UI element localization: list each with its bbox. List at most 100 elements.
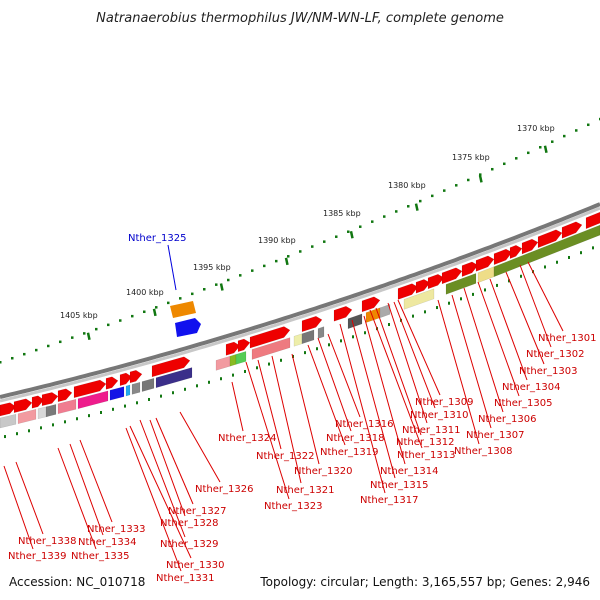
cds-block [251,337,291,360]
gene-arrow [415,279,431,294]
gene-label[interactable]: Nther_1304 [502,382,560,393]
backbone-line-inner [0,206,600,403]
gene-label[interactable]: Nther_1313 [397,450,455,461]
ruler-label: 1385 kbp [323,209,361,218]
gene-leader-line [327,333,361,418]
gene-label[interactable]: Nther_1339 [8,551,66,562]
ruler-dot [275,259,278,263]
inner-tick [268,362,270,366]
gene-label[interactable]: Nther_1303 [519,366,577,377]
gene-leader-line [519,264,552,348]
gene-label[interactable]: Nther_1328 [160,518,218,529]
inner-tick [232,373,234,377]
gene-label[interactable]: Nther_1311 [402,425,460,436]
cds-block [17,408,37,425]
inner-tick [148,397,150,401]
ruler-dot [371,220,374,223]
ruler-dot [503,162,506,166]
gene-leader-line [179,411,221,483]
gene-label[interactable]: Nther_1316 [335,419,393,430]
cds-block [45,404,57,418]
gene-label[interactable]: Nther_1335 [71,551,129,562]
backbone-line-outer [0,202,600,399]
inner-tick [40,426,42,430]
ruler-major-tick [543,145,548,153]
gene-label[interactable]: Nther_1330 [166,560,224,571]
gene-label[interactable]: Nther_1334 [78,537,136,548]
gene-arrow [537,229,563,249]
gene-label[interactable]: Nther_1309 [415,397,473,408]
gene-label[interactable]: Nther_1314 [380,466,438,477]
ruler-dot [491,167,494,171]
ruler-major-tick [152,308,157,317]
cds-block [229,354,237,367]
gene-label[interactable]: Nther_1327 [168,506,226,517]
gene-label[interactable]: Nther_1306 [478,414,536,425]
cds-block [109,386,125,401]
ruler-dot [131,314,134,318]
cds-block [57,398,77,415]
gene-leader-line [375,307,422,436]
gene-label[interactable]: Nther_1325 [128,233,186,244]
inner-tick [436,306,438,310]
ruler-major-tick [219,283,224,291]
ruler-major-tick [478,175,483,183]
cds-block [77,390,109,410]
gene-label[interactable]: Nther_1315 [370,480,428,491]
gene-arrow [475,255,495,272]
gene-label[interactable]: Nther_1318 [326,433,384,444]
gene-arrow [237,338,251,353]
gene-label[interactable]: Nther_1307 [466,430,524,441]
ruler-dot [11,356,14,360]
gene-label[interactable]: Nther_1319 [320,447,378,458]
highlight-feature-upper [170,301,196,318]
ruler-label: 1405 kbp [60,311,98,320]
cds-block [0,413,17,429]
inner-tick [592,246,594,250]
ruler-dot [227,278,230,282]
gene-label[interactable]: Nther_1333 [87,524,145,535]
gene-label[interactable]: Nther_1302 [526,349,584,360]
gene-label[interactable]: Nther_1331 [156,573,214,584]
ruler-labels: 1370 kbp 1375 kbp 1380 kbp 1385 kbp 1390 kbp… [60,124,555,341]
gene-arrow [561,221,583,239]
cds-block [141,377,155,392]
gene-arrow [225,341,241,356]
gene-label[interactable]: Nther_1326 [195,484,253,495]
ruler-dot [35,348,38,352]
gene-label[interactable]: Nther_1338 [18,536,76,547]
gene-label[interactable]: Nther_1321 [276,485,334,496]
inner-tick [544,265,546,269]
ruler-label: 1395 kbp [193,263,231,272]
ruler-dot [263,264,266,268]
gene-label[interactable]: Nther_1310 [410,410,468,421]
gene-label[interactable]: Nther_1305 [494,398,552,409]
inner-tick [4,435,6,439]
ruler-dot [551,140,554,143]
gene-label[interactable]: Nther_1320 [294,466,352,477]
cds-block [379,303,391,319]
gene-arrow [509,245,523,259]
gene-label[interactable]: Nther_1317 [360,495,418,506]
gene-leader-line [291,353,320,465]
gene-arrow [0,402,17,417]
cds-block [215,355,231,371]
gene-label[interactable]: Nther_1312 [396,437,454,448]
gene-leader-line [363,315,406,465]
ruler-dot [71,336,74,339]
gene-label[interactable]: Nther_1329 [160,539,218,550]
gene-leader-line [477,281,520,397]
inner-tick [568,255,570,259]
inner-tick [76,417,78,421]
gene-label[interactable]: Nther_1323 [264,501,322,512]
ruler-dot [215,283,218,286]
cds-block [403,288,435,310]
gene-label[interactable]: Nther_1322 [256,451,314,462]
cds-block [301,329,315,345]
gene-label[interactable]: Nther_1324 [218,433,276,444]
gene-leader-line [339,323,386,494]
gene-arrow [105,376,119,390]
gene-label[interactable]: Nther_1301 [538,333,596,344]
gene-label[interactable]: Nther_1308 [454,446,512,457]
